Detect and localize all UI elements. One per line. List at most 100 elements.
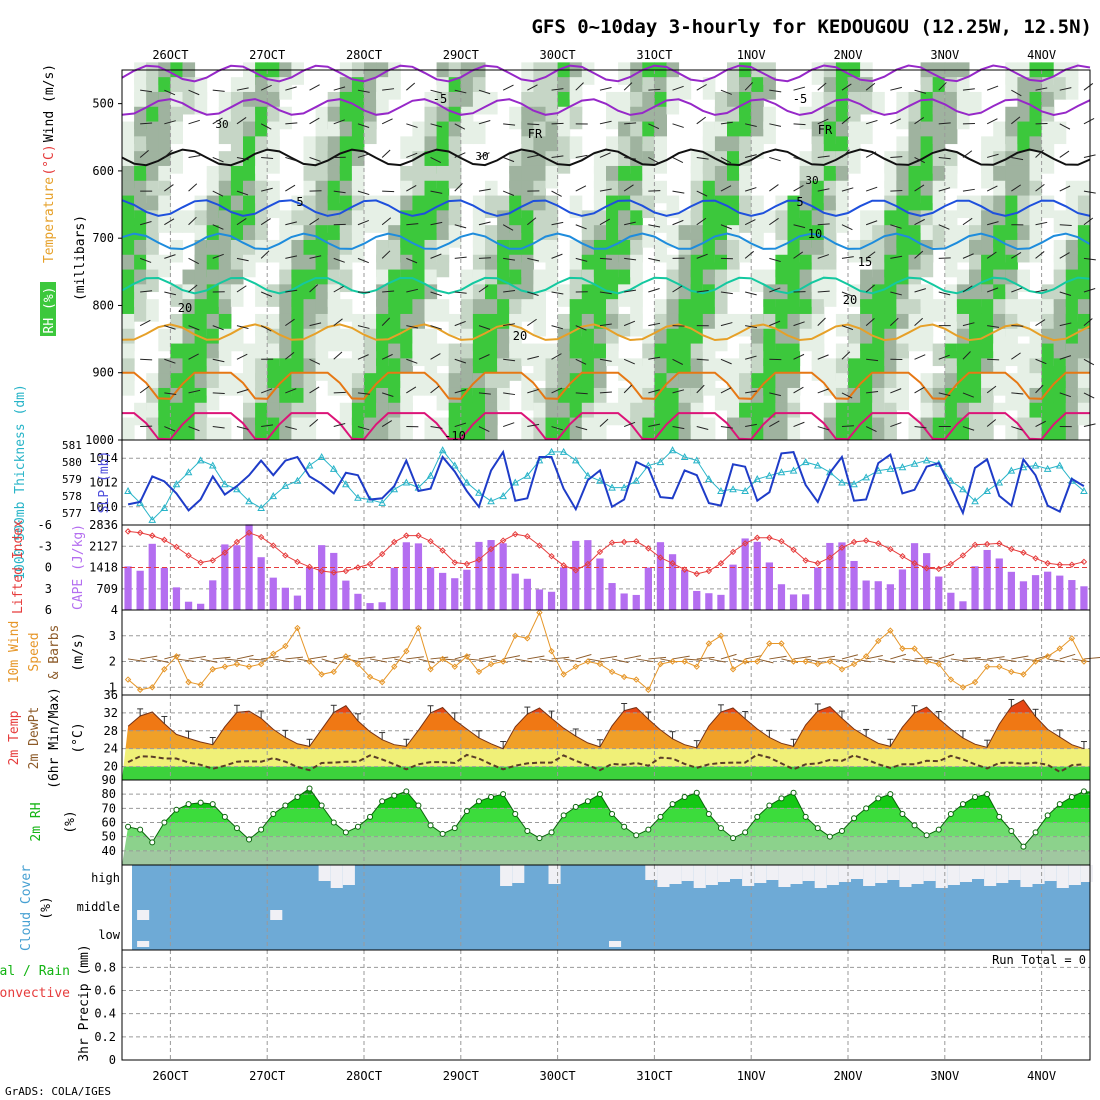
wind-barb — [841, 116, 851, 125]
wind-barb — [817, 426, 830, 431]
wind-speed-point — [391, 663, 398, 670]
wind-barb — [745, 154, 757, 158]
wind-barb — [986, 385, 997, 394]
surface-wind-barb — [345, 658, 363, 663]
cape-bar — [547, 591, 556, 610]
wind-barb — [212, 392, 225, 394]
rh-point — [354, 823, 361, 830]
wind-speed-point — [197, 681, 204, 688]
bottom-date-label: 3NOV — [930, 1069, 959, 1083]
surface-wind-barb — [793, 656, 811, 660]
high-cloud-gap — [814, 865, 827, 888]
top-date-label: 3NOV — [930, 48, 959, 62]
wind-barb — [478, 392, 491, 395]
thickness-point — [426, 471, 435, 479]
wind-barb — [624, 257, 637, 261]
wind-barb — [962, 351, 971, 360]
rh-point — [439, 830, 446, 837]
rh-point — [451, 825, 458, 832]
wind-barb — [648, 123, 660, 130]
rh-point — [717, 825, 724, 832]
thickness-point — [196, 456, 205, 464]
wind-barb — [430, 89, 443, 94]
rh-point — [826, 833, 833, 840]
lifted-index-point — [318, 567, 325, 575]
wind-barb — [527, 291, 539, 297]
temp-bands — [122, 699, 1090, 780]
lifted-index-point — [1080, 558, 1088, 566]
wind-barb — [938, 257, 951, 259]
thickness-point — [523, 471, 532, 479]
pressure-tick-label: 500 — [92, 97, 114, 111]
wind-barb — [1083, 392, 1095, 399]
wind-barb — [744, 219, 756, 226]
rh-shade-cell — [678, 77, 692, 100]
rh-point — [258, 826, 265, 833]
wind-speed-point — [475, 668, 483, 676]
wind-barb — [357, 325, 370, 329]
wind-barb — [1011, 156, 1024, 161]
wind-barb — [745, 355, 757, 360]
rh-shade-cell — [170, 284, 183, 307]
rh-point — [790, 789, 797, 796]
cape-bar — [160, 567, 168, 610]
cape-tick-label: 1418 — [89, 561, 118, 575]
thickness-point — [547, 447, 556, 455]
wind-barb — [987, 325, 1000, 328]
lifted-index-point — [282, 552, 289, 559]
rh-shade-cell — [702, 417, 716, 441]
thickness-point — [269, 492, 278, 500]
wind-barb — [720, 358, 732, 365]
dewpoint-axis-label: 2m DewPt — [27, 707, 42, 770]
lifted-index-point — [947, 560, 955, 568]
rh-tick-label: 60 — [102, 816, 116, 830]
rh-point — [621, 823, 628, 830]
wind-speed-point — [633, 676, 640, 683]
surface-wind-barb — [127, 658, 146, 663]
lifted-index-point — [512, 531, 519, 538]
lifted-index-point — [136, 529, 144, 536]
rh-point — [657, 813, 664, 820]
rh-point — [548, 829, 555, 836]
rh-point — [572, 803, 579, 810]
wind-barb — [236, 325, 249, 330]
lifted-index-point — [596, 548, 604, 556]
wind-barb — [696, 116, 706, 125]
rh-point — [512, 811, 519, 817]
wind-speed-point — [257, 660, 265, 668]
wind-barb — [672, 389, 685, 394]
wind-barb — [793, 321, 805, 327]
wind-barb — [793, 224, 806, 229]
rh-shade-cell — [1053, 77, 1067, 100]
cape-bar — [898, 569, 907, 610]
wind-barb — [720, 291, 733, 295]
rh-shade-cell — [206, 417, 220, 441]
wind-barb — [890, 86, 902, 91]
wind-barb — [285, 156, 297, 162]
rh-point — [609, 811, 616, 817]
rh-shade-cell — [448, 165, 462, 189]
thickness-point — [245, 497, 253, 505]
wind-barb — [1059, 392, 1072, 398]
thickness-point — [632, 476, 641, 484]
wind-speed-point — [294, 624, 301, 632]
lifted-index-point — [584, 560, 592, 568]
rh-shade-cell — [376, 417, 389, 441]
thickness-point — [402, 478, 411, 486]
contour-label: 5 — [296, 195, 303, 209]
wind-barb — [841, 351, 851, 360]
wind-barb — [309, 284, 319, 293]
thickness-point — [692, 456, 701, 464]
lifted-index-point — [463, 560, 471, 568]
isotherm-line — [121, 98, 1091, 117]
wind-barb — [962, 150, 973, 158]
wind-barb — [430, 385, 440, 394]
wind-barb — [236, 426, 249, 430]
wind-barb — [212, 325, 224, 331]
rh-point — [899, 811, 906, 817]
wind-barb — [430, 291, 442, 297]
wind-barb — [454, 123, 466, 130]
lifted-index-point — [1032, 555, 1039, 562]
lifted-index-point — [548, 552, 555, 560]
wind-barb — [551, 325, 564, 330]
